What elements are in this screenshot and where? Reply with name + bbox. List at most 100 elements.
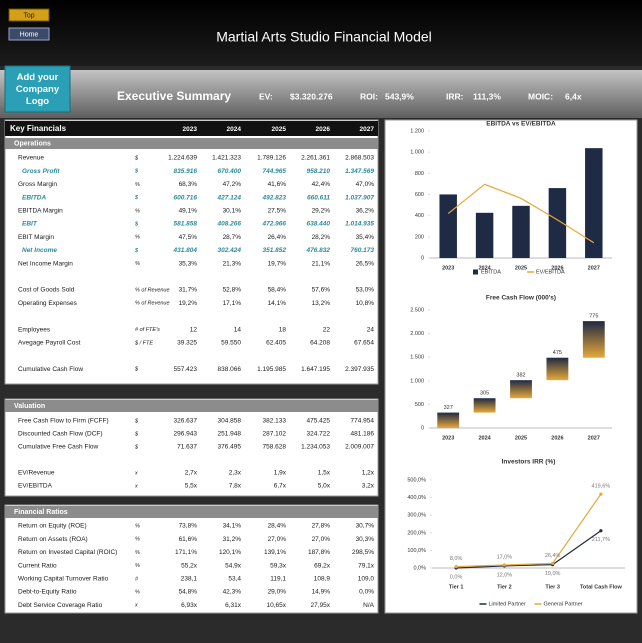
cell: 30,1% <box>223 208 242 215</box>
y-tick-label: 500 <box>415 402 424 408</box>
cell: 660.611 <box>307 194 330 201</box>
cell: 108,9 <box>314 576 331 583</box>
cell: 838.066 <box>218 366 242 373</box>
cell: 296.943 <box>174 431 198 438</box>
metric-value: $3.320.276 <box>290 91 333 101</box>
row-unit: % <box>135 261 140 267</box>
bar <box>510 380 532 399</box>
row-label: Revenue <box>18 155 44 162</box>
home-button[interactable]: Home <box>8 27 50 41</box>
metric-label: MOIC: <box>528 91 553 101</box>
row-label: Return on Invested Capital (ROIC) <box>18 549 117 556</box>
cell: 187,8% <box>308 549 330 556</box>
row-label: Debt Service Coverage Ratio <box>18 602 103 609</box>
cell: 251.948 <box>218 431 242 438</box>
year-header: 2027 <box>360 126 375 133</box>
section-title: Financial Ratios <box>14 509 68 516</box>
cell: 58,4% <box>268 287 287 294</box>
point <box>599 529 603 533</box>
row-unit: % <box>135 563 140 569</box>
chart-title: Investors IRR (%) <box>502 459 556 466</box>
cell: 382.133 <box>263 418 287 425</box>
cell: 27,95x <box>310 602 330 609</box>
cell: 0,0% <box>359 589 374 596</box>
cell: 302.424 <box>218 247 242 254</box>
data-label: 17,0% <box>497 554 513 560</box>
row-label: Return on Assets (ROA) <box>18 536 88 543</box>
row-unit: x <box>134 603 138 609</box>
cell: 287.102 <box>263 431 287 438</box>
row-label: EBITDA <box>22 194 47 201</box>
section-bar <box>5 400 378 412</box>
cell: 36,2% <box>356 208 375 215</box>
cell: 59.550 <box>221 340 241 347</box>
x-tick-label: 2023 <box>442 265 454 271</box>
cell: 2,7x <box>185 470 198 477</box>
bar <box>437 412 460 428</box>
button[interactable] <box>8 8 50 22</box>
cell: 18 <box>279 326 287 333</box>
data-label: 19,0% <box>545 571 561 577</box>
cell: 22 <box>323 326 331 333</box>
cell: 53,4 <box>228 576 241 583</box>
cell: 24 <box>367 326 375 333</box>
x-tick-label: 2025 <box>515 435 527 441</box>
data-label: 382 <box>516 373 525 379</box>
cell: 1.014.935 <box>345 221 374 228</box>
row-label: EBIT Margin <box>18 234 54 241</box>
x-tick-label: 2024 <box>478 265 491 271</box>
cell: 2,3x <box>229 470 242 477</box>
cell: 3,2x <box>362 483 375 490</box>
row-label: Cumulative Free Cash Flow <box>18 444 98 451</box>
bar <box>585 148 603 258</box>
top-button[interactable]: Top <box>8 8 50 22</box>
page-title: Martial Arts Studio Financial Model <box>216 29 432 45</box>
cell: 139,1% <box>264 549 286 556</box>
row-unit: $ <box>134 367 139 373</box>
metric-value: 6,4x <box>565 91 582 101</box>
cell: 238,1 <box>181 576 198 583</box>
cell: 57,6% <box>312 287 331 294</box>
x-tick-label: 2025 <box>515 265 527 271</box>
header <box>0 0 642 66</box>
year-header: 2024 <box>227 126 242 133</box>
x-tick-label: Tier 2 <box>497 584 512 590</box>
cell: 41,6% <box>268 181 287 188</box>
button-label[interactable]: Top <box>23 12 34 19</box>
cell: 958.210 <box>307 168 331 175</box>
bar <box>512 205 530 258</box>
cell: 298,5% <box>352 549 374 556</box>
row-unit: $ <box>134 169 139 175</box>
cell: 31,2% <box>223 536 242 543</box>
point <box>454 564 458 569</box>
row-label: Net Income Margin <box>18 260 73 267</box>
button[interactable] <box>8 27 50 41</box>
x-tick-label: 2027 <box>588 435 600 441</box>
metric-value: 111,3% <box>473 91 501 101</box>
y-tick-label: 400 <box>415 213 424 219</box>
x-tick-label: Tier 3 <box>545 584 560 590</box>
metric-label: ROI: <box>360 91 378 101</box>
cell: 30,3% <box>356 536 375 543</box>
cell: 324.722 <box>307 431 331 438</box>
cell: 304.858 <box>218 418 242 425</box>
data-label: 327 <box>444 405 453 411</box>
cell: 35,4% <box>356 234 375 241</box>
valuation-panel <box>4 398 379 497</box>
cell: 27,5% <box>268 208 287 215</box>
row-unit: % of Revenue <box>135 287 170 293</box>
cell: 14,9% <box>312 589 331 596</box>
cell: 14,1% <box>268 300 287 307</box>
cell: 492.823 <box>262 194 287 201</box>
summary-bar <box>0 70 642 118</box>
cell: 408.266 <box>217 221 242 228</box>
cell: 1.195.985 <box>257 366 286 373</box>
cell: 1.037.907 <box>345 194 374 201</box>
button-label[interactable]: Home <box>20 31 39 38</box>
legend-label: EBITDA <box>481 269 501 275</box>
y-tick-label: 0 <box>421 425 424 431</box>
cell: 1,9x <box>274 470 287 477</box>
cell: 39.325 <box>177 340 197 347</box>
cell: 30,7% <box>356 523 375 530</box>
cell: 670.400 <box>218 168 242 175</box>
